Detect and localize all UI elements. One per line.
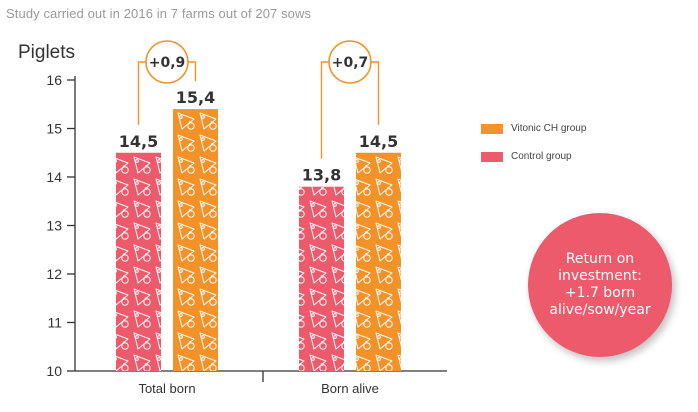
- difference-bracket-right: [187, 61, 197, 82]
- legend-swatch-control: [481, 152, 503, 162]
- x-tick-label: Total born: [138, 381, 195, 396]
- y-tick-label: 11: [47, 315, 62, 331]
- bar-value-label: 13,8: [302, 166, 341, 185]
- y-tick-label: 12: [46, 266, 62, 282]
- bar-pattern: [356, 152, 401, 371]
- legend-item-vitonic: Vitonic CH group: [481, 123, 698, 138]
- legend-label-control: Control group: [511, 151, 572, 162]
- y-tick-label: 14: [46, 169, 62, 185]
- bar-pattern: [116, 152, 161, 371]
- y-tick-label: 15: [46, 121, 62, 137]
- roi-badge: Return on investment: +1.7 born alive/so…: [528, 213, 672, 357]
- difference-bracket-left: [137, 61, 147, 125]
- difference-bracket-right: [370, 61, 380, 125]
- y-tick-label: 13: [46, 218, 62, 234]
- roi-text: Return on investment: +1.7 born alive/so…: [549, 251, 651, 318]
- difference-bracket-left: [320, 61, 330, 159]
- difference-circle: [145, 40, 189, 84]
- difference-circle: [328, 40, 372, 84]
- legend-item-control: Control group: [481, 151, 698, 166]
- bar-pattern: [299, 186, 344, 371]
- chart-subtitle: Study carried out in 2016 in 7 farms out…: [6, 6, 312, 21]
- difference-label: +0,7: [332, 55, 369, 71]
- bar-value-label: 14,5: [359, 132, 398, 151]
- legend-swatch-vitonic: [481, 124, 503, 134]
- y-tick-label: 16: [46, 72, 62, 88]
- legend-label-vitonic: Vitonic CH group: [511, 123, 587, 134]
- x-tick-label: Born alive: [321, 381, 379, 396]
- bar-pattern: [173, 109, 218, 371]
- y-axis-label: Piglets: [18, 42, 76, 63]
- difference-label: +0,9: [149, 55, 186, 71]
- bar-value-label: 15,4: [176, 88, 215, 107]
- bar-value-label: 14,5: [119, 132, 158, 151]
- y-tick-label: 10: [46, 363, 62, 379]
